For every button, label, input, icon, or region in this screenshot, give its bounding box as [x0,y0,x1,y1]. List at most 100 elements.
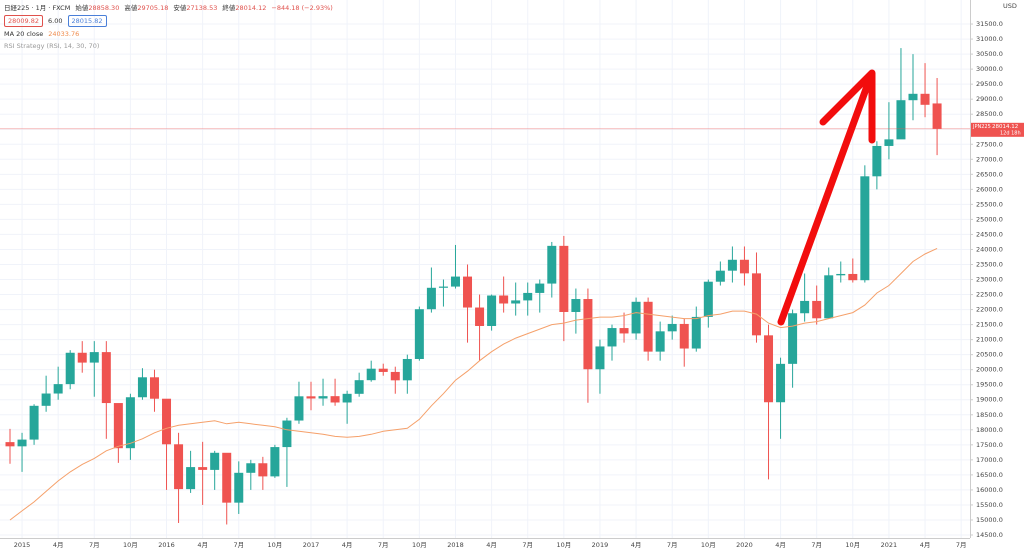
candle-body [89,352,99,363]
x-tick-label: 7月 [378,541,389,549]
ohlc-open: 始値28858.30 [75,3,119,13]
candle-body [824,275,834,319]
candle-body [703,281,713,317]
candle-body [426,287,436,310]
candle-body [607,328,617,347]
x-tick-label: 7月 [522,541,533,549]
candle-body [583,299,593,370]
candle-body [450,276,460,287]
candle-body [595,346,605,370]
y-tick-label: 22500.0 [976,291,1003,299]
candle-body [41,393,51,406]
y-tick-label: 17500.0 [976,441,1003,449]
candle-body [234,472,244,503]
x-tick-label: 2019 [592,541,609,549]
candle-body [186,467,196,490]
x-tick-label: 10月 [701,541,716,549]
candle-body [667,323,677,332]
y-tick-label: 23000.0 [976,276,1003,284]
candle-body [402,358,412,381]
candle-body [896,100,906,140]
candle-body [800,300,810,314]
candle-body [571,299,581,312]
candle-body [511,300,521,304]
candle-body [5,442,15,447]
x-tick-label: 10月 [123,541,138,549]
candle-body [739,259,749,274]
x-tick-label: 4月 [920,541,931,549]
candle-body [487,295,497,326]
candle-body [378,368,388,372]
candle-body [932,103,942,129]
candle-body [884,139,894,146]
bid[interactable]: 28009.82 [4,15,44,27]
y-tick-label: 31500.0 [976,20,1003,28]
value: 28014.12 [235,4,267,12]
x-tick-label: 4月 [775,541,786,549]
y-tick-label: 27000.0 [976,155,1003,163]
candle-body [836,273,846,276]
candle-body [619,328,629,334]
y-tick-label: 24000.0 [976,245,1003,253]
ohlc-close: 終値28014.12 [222,3,266,13]
candle-body [643,301,653,352]
y-tick-label: 20000.0 [976,366,1003,374]
x-tick-label: 7月 [811,541,822,549]
y-tick-label: 30500.0 [976,50,1003,58]
candle-body [691,316,701,349]
value: 28858.30 [88,4,120,12]
price-tag-value: 28014.12 [992,124,1018,130]
x-tick-label: 4月 [486,541,497,549]
x-tick-label: 4月 [631,541,642,549]
currency: USD [1003,2,1017,10]
strategy: RSI Strategy (RSI, 14, 30, 70) [4,42,100,50]
y-tick-label: 26000.0 [976,185,1003,193]
ma-line [9,247,938,521]
label: 始値 [75,4,89,12]
candle-body [812,300,822,319]
candle-body [113,403,123,449]
ask[interactable]: 28015.82 [67,15,107,27]
candle-body [920,93,930,105]
candle-body [53,384,63,394]
x-tick-label: 7月 [956,541,967,549]
candle-body [354,380,364,394]
x-tick-label: 4月 [53,541,64,549]
y-tick-label: 28500.0 [976,110,1003,118]
y-tick-label: 23500.0 [976,260,1003,268]
ma-row: MA 20 close 24033.76 [4,29,333,39]
candle-body [764,335,774,403]
change: −844.18 (−2.93%) [271,4,333,12]
y-tick-label: 17000.0 [976,456,1003,464]
y-tick-label: 20500.0 [976,351,1003,359]
y-tick-label: 25000.0 [976,215,1003,223]
candle-body [198,467,208,470]
candle-body [366,368,376,381]
candle-body [101,352,111,404]
candle-body [258,463,268,477]
candle-body [65,352,75,385]
x-tick-label: 10月 [845,541,860,549]
value: 27138.53 [186,4,218,12]
ma-value: 24033.76 [48,30,80,38]
candle-body [655,331,665,352]
label: 終値 [222,4,236,12]
y-tick-label: 24500.0 [976,230,1003,238]
candle-body [727,259,737,271]
candle-body [29,405,39,440]
strategy-row: RSI Strategy (RSI, 14, 30, 70) [4,41,333,51]
x-tick-label: 2015 [14,541,31,549]
y-tick-label: 18500.0 [976,411,1003,419]
x-tick-label: 2017 [303,541,320,549]
candle-body [342,393,352,403]
candle-body [547,245,557,284]
y-tick-label: 31000.0 [976,35,1003,43]
y-tick-label: 25500.0 [976,200,1003,208]
candle-body [414,309,424,359]
candle-body [246,463,256,473]
candle-body [270,447,280,477]
x-tick-label: 2021 [881,541,898,549]
candle-body [751,273,761,336]
y-tick-label: 16500.0 [976,471,1003,479]
y-tick-label: 19500.0 [976,381,1003,389]
